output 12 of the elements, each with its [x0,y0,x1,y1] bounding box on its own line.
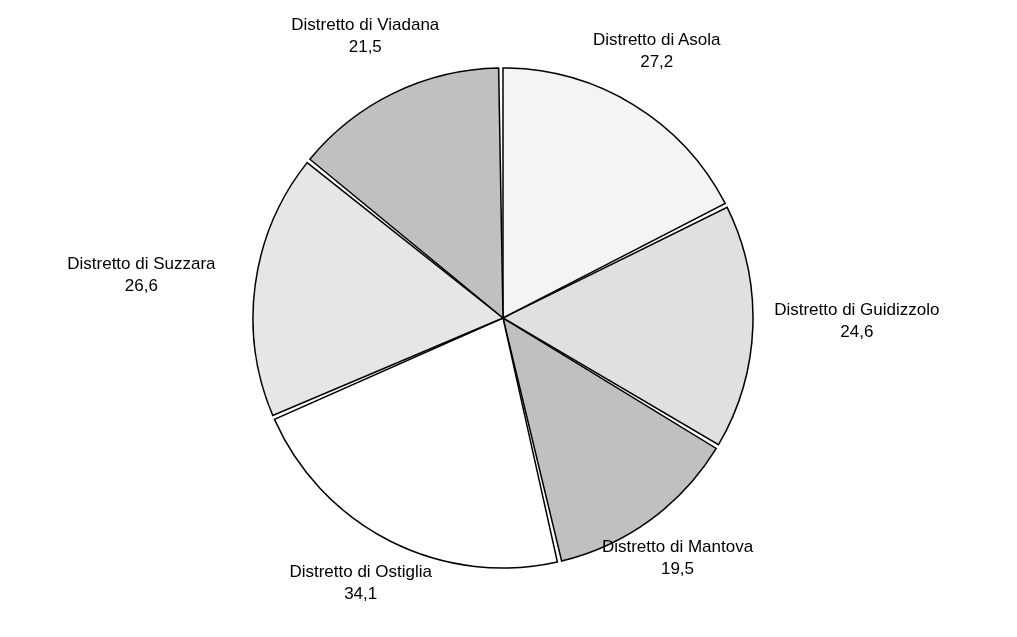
data-label: 27,2 [640,51,674,71]
data-label: 34,1 [344,584,378,604]
slice-label: Distretto di Asola [592,29,722,49]
data-label: 21,5 [348,37,382,57]
slice-label: Distretto di Viadana [291,15,440,35]
slice-label: Distretto di Guidizzolo [774,299,940,319]
data-label: 19,5 [660,558,695,578]
slice-label: Distretto di Suzzara [67,254,217,274]
slice-label: Distretto di Mantova [601,536,754,556]
data-label: 26,6 [124,276,158,296]
data-label: 24,6 [840,321,874,341]
slice-label: Distretto di Ostiglia [289,562,433,582]
